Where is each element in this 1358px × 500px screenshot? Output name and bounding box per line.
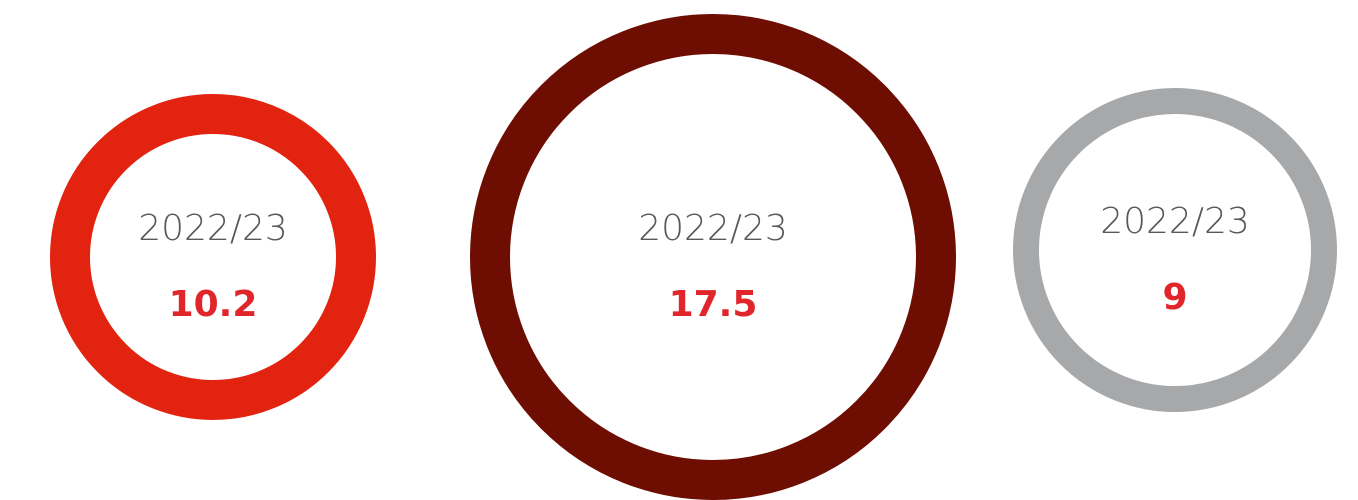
period-label: 2022/23 — [1100, 201, 1250, 242]
value-label: 10.2 — [169, 284, 258, 325]
period-label: 2022/23 — [138, 208, 288, 249]
period-label: 2022/23 — [638, 208, 788, 249]
ring — [50, 94, 376, 420]
ring — [1013, 88, 1337, 412]
value-label: 17.5 — [669, 284, 758, 325]
value-label: 9 — [1162, 277, 1187, 318]
ring — [470, 14, 956, 500]
